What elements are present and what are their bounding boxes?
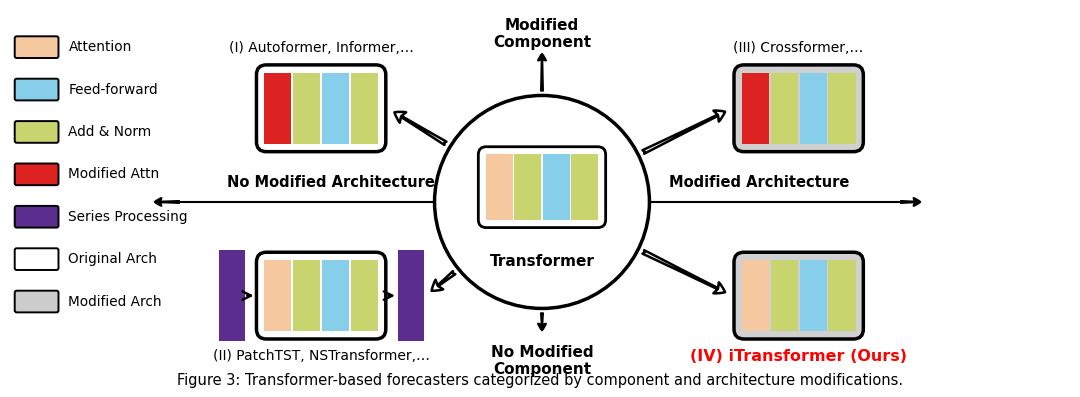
FancyArrowPatch shape — [643, 250, 725, 293]
FancyBboxPatch shape — [478, 147, 606, 227]
Bar — [799, 73, 826, 144]
FancyBboxPatch shape — [15, 206, 58, 227]
Text: Series Processing: Series Processing — [68, 210, 188, 224]
Bar — [571, 154, 598, 220]
Text: Modified Attn: Modified Attn — [68, 168, 160, 181]
Text: (III) Crossformer,…: (III) Crossformer,… — [733, 41, 864, 55]
Text: Modified Architecture: Modified Architecture — [669, 175, 849, 190]
Bar — [514, 154, 541, 220]
Bar — [771, 260, 798, 331]
Text: Modified
Component: Modified Component — [492, 17, 591, 50]
Bar — [486, 154, 513, 220]
Bar — [265, 73, 292, 144]
FancyBboxPatch shape — [734, 65, 863, 152]
Bar — [218, 250, 244, 341]
Bar — [543, 154, 569, 220]
Text: No Modified Architecture: No Modified Architecture — [227, 175, 435, 190]
Bar — [397, 250, 423, 341]
Text: Figure 3: Transformer-based forecasters categorized by component and architectur: Figure 3: Transformer-based forecasters … — [177, 373, 903, 388]
Bar — [742, 260, 769, 331]
Text: Original Arch: Original Arch — [68, 252, 158, 266]
Bar — [293, 73, 321, 144]
FancyArrowPatch shape — [538, 54, 545, 91]
Text: Transformer: Transformer — [489, 254, 594, 269]
Bar — [351, 73, 378, 144]
Text: (II) PatchTST, NSTransformer,…: (II) PatchTST, NSTransformer,… — [213, 349, 430, 363]
Text: Modified Arch: Modified Arch — [68, 295, 162, 308]
Text: (IV) iTransformer (Ours): (IV) iTransformer (Ours) — [690, 349, 907, 364]
Text: Attention: Attention — [68, 40, 132, 54]
FancyBboxPatch shape — [15, 79, 58, 100]
Bar — [799, 260, 826, 331]
FancyArrowPatch shape — [901, 198, 920, 206]
Bar — [322, 73, 349, 144]
Text: No Modified
Component: No Modified Component — [490, 345, 593, 377]
Bar — [828, 73, 855, 144]
FancyArrowPatch shape — [432, 271, 456, 291]
FancyArrowPatch shape — [538, 313, 545, 330]
FancyBboxPatch shape — [15, 164, 58, 185]
FancyBboxPatch shape — [15, 248, 58, 270]
Bar — [293, 260, 321, 331]
Text: (I) Autoformer, Informer,…: (I) Autoformer, Informer,… — [229, 41, 414, 55]
Bar — [322, 260, 349, 331]
FancyBboxPatch shape — [15, 291, 58, 312]
FancyArrowPatch shape — [154, 198, 179, 206]
FancyBboxPatch shape — [15, 36, 58, 58]
FancyArrowPatch shape — [394, 112, 446, 145]
Bar — [265, 260, 292, 331]
Bar — [771, 73, 798, 144]
Circle shape — [434, 95, 649, 308]
Bar — [828, 260, 855, 331]
Text: Add & Norm: Add & Norm — [68, 125, 151, 139]
FancyBboxPatch shape — [734, 252, 863, 339]
Bar — [742, 73, 769, 144]
Text: Feed-forward: Feed-forward — [68, 83, 158, 96]
FancyBboxPatch shape — [256, 252, 386, 339]
Bar — [351, 260, 378, 331]
FancyBboxPatch shape — [256, 65, 386, 152]
FancyArrowPatch shape — [643, 110, 725, 154]
FancyBboxPatch shape — [15, 121, 58, 143]
